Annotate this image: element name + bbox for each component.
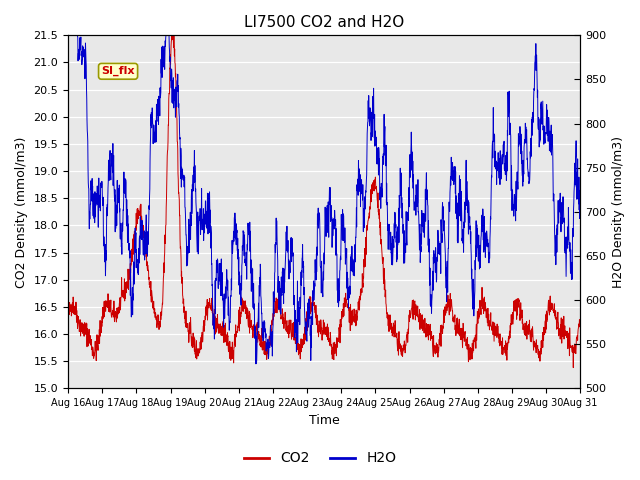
Line: CO2: CO2	[68, 36, 580, 368]
CO2	[570, 365, 577, 371]
CO2	[577, 320, 584, 326]
CO2	[468, 348, 476, 354]
H2O	[562, 255, 570, 261]
Y-axis label: CO2 Density (mmol/m3): CO2 Density (mmol/m3)	[15, 136, 28, 288]
H2O	[252, 361, 260, 367]
Legend: CO2, H2O: CO2, H2O	[238, 445, 402, 471]
CO2	[300, 331, 308, 336]
Line: H2O: H2O	[68, 36, 580, 364]
Text: SI_flx: SI_flx	[101, 66, 135, 76]
CO2	[90, 350, 98, 356]
H2O	[314, 211, 321, 217]
CO2	[64, 313, 72, 319]
CO2	[562, 329, 570, 335]
H2O	[300, 292, 308, 298]
Title: LI7500 CO2 and H2O: LI7500 CO2 and H2O	[244, 15, 404, 30]
H2O	[64, 33, 72, 38]
X-axis label: Time: Time	[309, 414, 340, 427]
H2O	[468, 266, 476, 272]
H2O	[562, 234, 570, 240]
CO2	[562, 332, 570, 338]
H2O	[577, 207, 584, 213]
CO2	[314, 321, 321, 327]
Y-axis label: H2O Density (mmol/m3): H2O Density (mmol/m3)	[612, 136, 625, 288]
CO2	[168, 33, 176, 38]
H2O	[90, 216, 98, 222]
